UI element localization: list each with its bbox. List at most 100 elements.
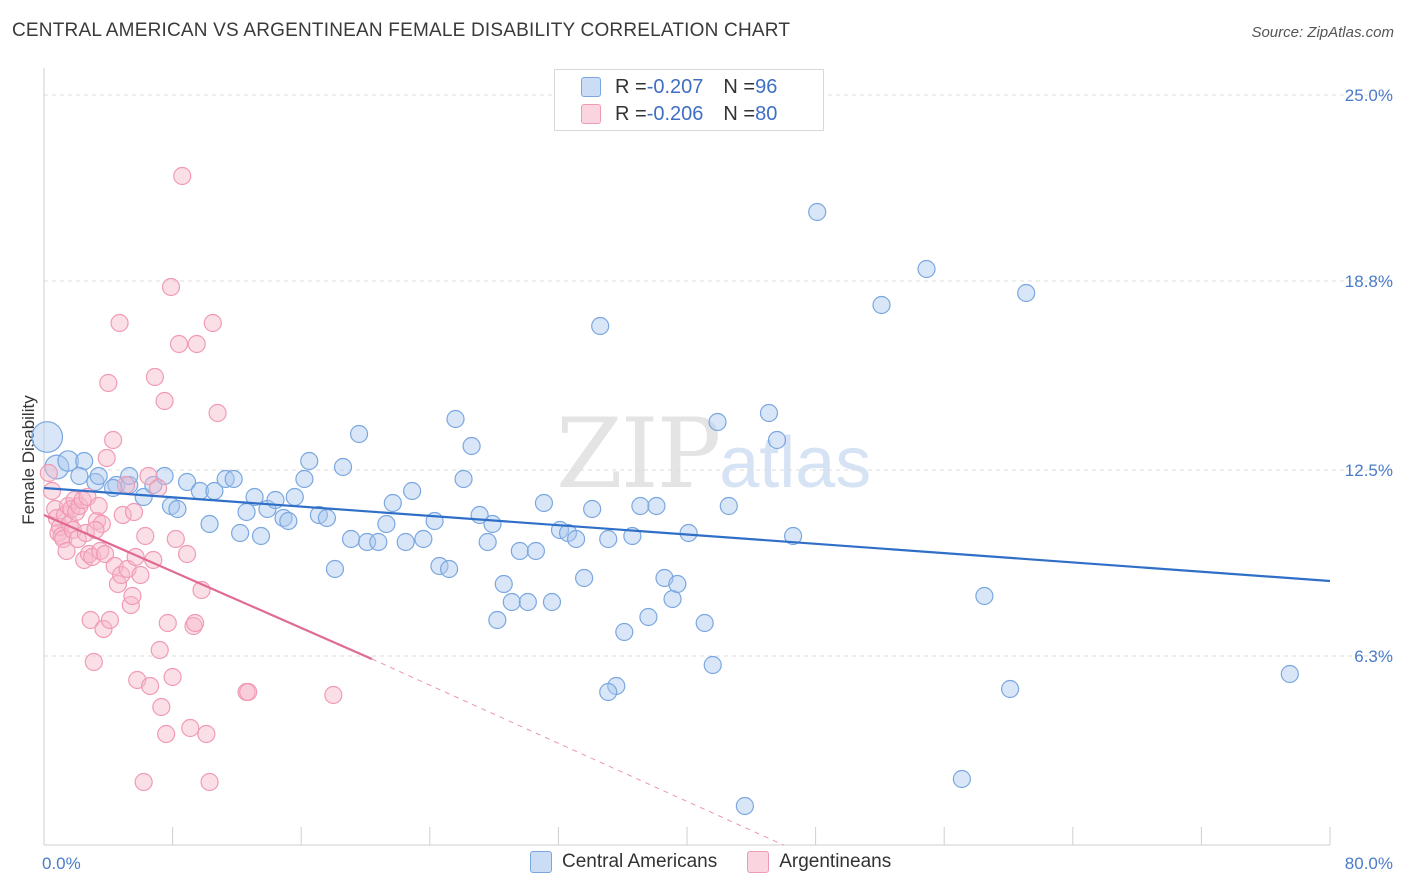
point-central-american bbox=[542, 592, 562, 612]
point-argentinean bbox=[113, 505, 132, 525]
point-central-american bbox=[89, 466, 108, 486]
point-central-american bbox=[462, 436, 481, 456]
point-central-american bbox=[31, 421, 64, 453]
legend-r-value: -0.207 bbox=[646, 75, 704, 98]
chart-title: CENTRAL AMERICAN VS ARGENTINEAN FEMALE D… bbox=[12, 20, 791, 41]
legend-n-value: 80 bbox=[755, 102, 778, 125]
series-legend-label: Argentineans bbox=[779, 851, 892, 872]
point-central-american bbox=[245, 487, 264, 507]
point-central-american bbox=[615, 622, 634, 642]
legend-n-label: N = bbox=[723, 75, 756, 98]
point-argentinean bbox=[99, 373, 118, 393]
point-central-american bbox=[377, 514, 396, 534]
point-central-american bbox=[251, 526, 271, 546]
point-central-american bbox=[285, 487, 304, 507]
point-central-american bbox=[341, 529, 361, 549]
point-central-american bbox=[494, 574, 513, 594]
point-argentinean bbox=[121, 595, 140, 615]
point-central-american bbox=[703, 655, 722, 675]
point-argentinean bbox=[139, 466, 158, 486]
point-argentinean bbox=[123, 586, 142, 606]
point-central-american bbox=[735, 796, 754, 816]
point-argentinean bbox=[177, 544, 197, 564]
point-central-american bbox=[668, 574, 687, 594]
correlation-legend: R = -0.207 N = 96 R = -0.206 N = 80 bbox=[554, 69, 824, 131]
point-central-american bbox=[454, 469, 473, 489]
point-central-american bbox=[488, 610, 507, 630]
point-argentinean bbox=[150, 640, 169, 660]
point-central-american bbox=[168, 499, 187, 519]
point-central-american bbox=[647, 496, 666, 516]
point-argentinean bbox=[145, 367, 165, 387]
point-argentinean bbox=[39, 463, 58, 483]
point-central-american bbox=[478, 532, 497, 552]
x-tick-label: 0.0% bbox=[42, 854, 81, 873]
point-argentinean bbox=[110, 313, 129, 333]
point-central-american bbox=[599, 682, 618, 702]
point-central-american bbox=[518, 592, 537, 612]
point-central-american bbox=[333, 457, 353, 477]
point-central-american bbox=[591, 316, 610, 336]
legend-row-central-americans: R = -0.207 N = 96 bbox=[581, 75, 777, 99]
x-tick-label: 80.0% bbox=[1345, 854, 1393, 873]
point-central-american bbox=[808, 202, 827, 222]
point-argentinean bbox=[136, 526, 155, 546]
point-central-american bbox=[369, 532, 388, 552]
point-argentinean bbox=[131, 565, 150, 585]
point-central-american bbox=[396, 532, 415, 552]
point-central-american bbox=[767, 430, 787, 450]
point-central-american bbox=[679, 523, 698, 543]
y-tick-label: 18.8% bbox=[1345, 272, 1393, 291]
point-argentinean bbox=[181, 718, 200, 738]
point-central-american bbox=[300, 451, 319, 471]
legend-swatch-pink bbox=[581, 104, 601, 124]
point-argentinean bbox=[197, 724, 216, 744]
point-central-american bbox=[639, 607, 658, 627]
point-argentinean bbox=[239, 682, 258, 702]
point-argentinean bbox=[134, 772, 153, 792]
point-central-american bbox=[403, 481, 422, 501]
point-argentinean bbox=[57, 541, 76, 561]
point-central-american bbox=[57, 450, 79, 472]
point-argentinean bbox=[97, 448, 116, 468]
point-argentinean bbox=[169, 334, 189, 354]
point-argentinean bbox=[161, 277, 181, 297]
y-axis-label: Female Disability bbox=[19, 395, 38, 525]
legend-swatch-blue bbox=[581, 77, 601, 97]
series-legend-central-americans[interactable]: Central Americans bbox=[530, 851, 717, 873]
point-central-american bbox=[759, 403, 779, 423]
point-argentinean bbox=[104, 430, 123, 450]
point-argentinean bbox=[324, 685, 343, 705]
point-argentinean bbox=[89, 496, 108, 516]
point-central-american bbox=[575, 568, 594, 588]
point-central-american bbox=[975, 586, 994, 606]
point-central-american bbox=[325, 559, 345, 579]
series-swatch-pink bbox=[747, 851, 770, 873]
point-central-american bbox=[783, 526, 803, 546]
point-central-american bbox=[231, 523, 250, 543]
point-argentinean bbox=[166, 529, 185, 549]
point-central-american bbox=[534, 493, 554, 513]
point-central-american bbox=[510, 541, 529, 561]
series-swatch-blue bbox=[530, 851, 552, 873]
y-tick-label: 12.5% bbox=[1345, 461, 1393, 480]
point-central-american bbox=[75, 451, 94, 471]
point-central-american bbox=[70, 466, 89, 486]
point-central-american bbox=[134, 487, 153, 507]
point-argentinean bbox=[186, 613, 205, 633]
point-argentinean bbox=[79, 544, 99, 564]
point-central-american bbox=[274, 508, 293, 528]
point-argentinean bbox=[84, 652, 103, 672]
series-legend-label: Central Americans bbox=[562, 851, 718, 872]
point-argentinean bbox=[124, 502, 144, 522]
point-central-american bbox=[237, 502, 256, 522]
point-central-american bbox=[439, 559, 459, 579]
point-argentinean bbox=[157, 724, 176, 744]
point-argentinean bbox=[140, 676, 160, 696]
point-central-american bbox=[224, 469, 243, 489]
legend-r-label: R = bbox=[615, 75, 647, 98]
series-legend-argentineans[interactable]: Argentineans bbox=[747, 851, 891, 873]
point-central-american bbox=[952, 769, 971, 789]
trendline-central-americans bbox=[43, 486, 1331, 583]
point-argentinean bbox=[149, 478, 168, 498]
